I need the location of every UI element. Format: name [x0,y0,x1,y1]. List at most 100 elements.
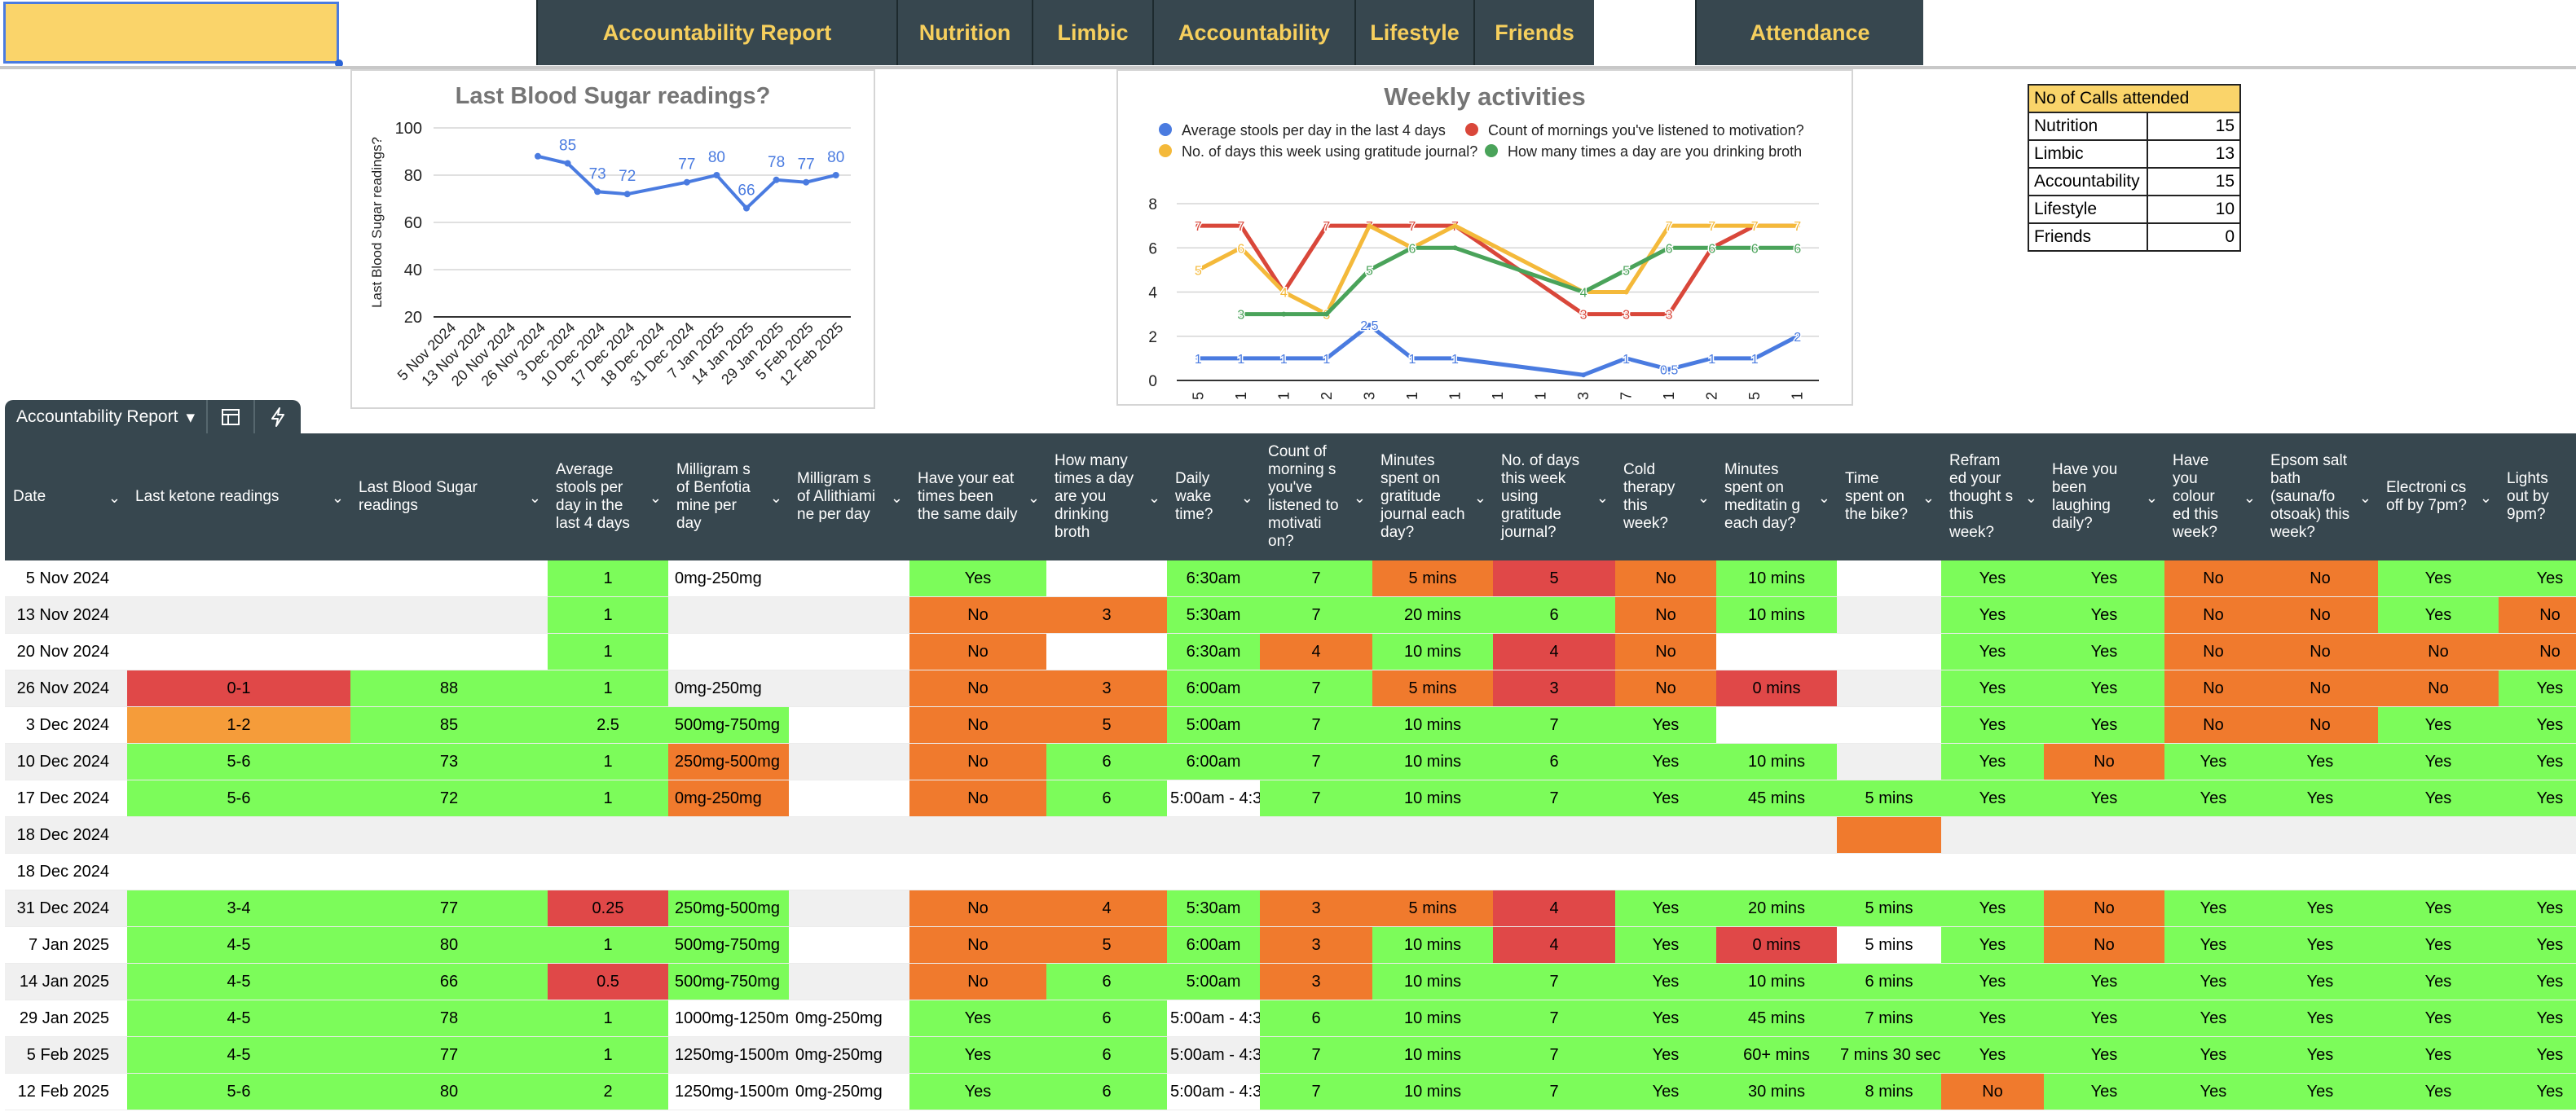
table-cell[interactable]: Yes [1941,780,2044,817]
table-cell[interactable]: Yes [2164,963,2262,1000]
table-cell[interactable]: 1 [548,743,668,780]
table-cell[interactable]: 7 [1493,1036,1615,1074]
column-header[interactable]: Count of morning s you've listened to mo… [1260,433,1372,560]
column-header[interactable]: Milligram s of Benfotia mine per day ⌄ [668,433,789,560]
table-cell[interactable]: 45 mins [1716,780,1837,817]
table-cell[interactable]: No [909,963,1046,1000]
table-cell[interactable]: 7 [1260,743,1372,780]
table-cell[interactable] [789,670,909,707]
table-cell[interactable]: Yes [1615,926,1716,964]
top-tab-friends[interactable]: Friends [1473,0,1594,65]
table-cell[interactable]: Yes [1941,890,2044,927]
table-cell[interactable]: 4-5 [127,1000,350,1037]
table-cell[interactable]: 7 mins [1837,1000,1941,1037]
table-cell[interactable]: 6 [1046,1073,1167,1110]
table-cell[interactable] [2044,853,2164,890]
table-cell[interactable] [789,816,909,854]
weekly-activities-chart[interactable]: Weekly activities Average stools per day … [1116,69,1853,406]
table-cell[interactable]: 10 mins [1372,1036,1493,1074]
table-cell[interactable]: Yes [2044,670,2164,707]
table-cell[interactable]: Yes [2378,926,2499,964]
chevron-down-icon[interactable]: ⌄ [528,490,541,506]
table-cell[interactable]: Yes [2044,560,2164,597]
table-cell[interactable]: Yes [2262,743,2378,780]
table-cell[interactable]: Yes [2499,743,2576,780]
table-cell[interactable]: 4-5 [127,963,350,1000]
table-cell[interactable] [1046,560,1167,597]
table-cell[interactable]: No [2044,743,2164,780]
column-header[interactable]: Minutes spent on meditatin g each day? ⌄ [1716,433,1837,560]
table-cell[interactable]: 20 mins [1372,596,1493,634]
table-cell[interactable]: Yes [2262,963,2378,1000]
table-cell[interactable]: 6 [1046,1036,1167,1074]
chevron-down-icon[interactable]: ⌄ [1697,490,1710,506]
column-header[interactable]: Last ketone readings ⌄ [127,433,350,560]
table-cell[interactable]: 88 [350,670,548,707]
top-tab-limbic[interactable]: Limbic [1032,0,1152,65]
table-cell[interactable] [668,853,789,890]
table-cell[interactable]: 0 mins [1716,670,1837,707]
table-cell[interactable]: 4 [1493,890,1615,927]
table-cell[interactable]: 72 [350,780,548,817]
table-cell[interactable]: No [2499,633,2576,670]
table-cell[interactable] [1372,816,1493,854]
table-cell[interactable]: 6 [1046,780,1167,817]
table-cell[interactable]: 7 [1493,706,1615,744]
table-cell[interactable]: 8 mins [1837,1073,1941,1110]
table-cell[interactable]: 250mg-500mg [668,890,789,927]
chevron-down-icon[interactable]: ⌄ [1353,490,1366,506]
table-cell[interactable] [668,633,789,670]
chevron-down-icon[interactable]: ⌄ [2479,490,2492,506]
table-cell[interactable]: No [2262,670,2378,707]
table-cell[interactable] [350,633,548,670]
table-cell[interactable] [548,853,668,890]
table-cell[interactable]: 77 [350,1036,548,1074]
table-cell[interactable]: 10 mins [1372,963,1493,1000]
table-cell[interactable]: Yes [2499,963,2576,1000]
column-header[interactable]: Refram ed your thought s this week? ⌄ [1941,433,2044,560]
table-cell[interactable]: 18 Dec 2024 [5,816,127,854]
chevron-down-icon[interactable]: ⌄ [890,490,903,506]
column-header[interactable]: Date ⌄ [5,433,127,560]
table-cell[interactable]: Yes [2044,633,2164,670]
table-cell[interactable]: Yes [2164,1000,2262,1037]
table-cell[interactable]: 5 mins [1372,670,1493,707]
table-cell[interactable]: 7 [1493,963,1615,1000]
table-cell[interactable]: Yes [2499,1073,2576,1110]
table-cell[interactable]: 0.5 [548,963,668,1000]
table-cell[interactable]: Yes [909,1073,1046,1110]
table-cell[interactable]: 1 [548,670,668,707]
table-cell[interactable]: Yes [1615,706,1716,744]
column-header[interactable]: Time spent on the bike? ⌄ [1837,433,1941,560]
table-cell[interactable] [1941,816,2044,854]
chevron-down-icon[interactable]: ⌄ [1027,490,1040,506]
table-cell[interactable] [1260,853,1372,890]
table-cell[interactable]: 3 Dec 2024 [5,706,127,744]
table-cell[interactable]: 7 mins 30 sec [1837,1036,1941,1074]
table-cell[interactable] [1167,816,1260,854]
table-cell[interactable]: Yes [2378,560,2499,597]
table-cell[interactable]: Yes [2378,743,2499,780]
table-cell[interactable] [1046,816,1167,854]
table-cell[interactable]: Yes [1941,706,2044,744]
table-cell[interactable] [789,633,909,670]
table-cell[interactable] [548,816,668,854]
table-cell[interactable]: No [2262,633,2378,670]
table-cell[interactable]: Yes [1615,780,1716,817]
column-header[interactable]: Daily wake time? ⌄ [1167,433,1260,560]
table-cell[interactable]: 1250mg-1500mg [668,1073,789,1110]
table-cell[interactable]: 5 mins [1837,780,1941,817]
table-cell[interactable]: Yes [1941,1000,2044,1037]
table-cell[interactable]: 2.5 [548,706,668,744]
chevron-down-icon[interactable]: ⌄ [2243,490,2256,506]
table-cell[interactable] [1716,816,1837,854]
table-cell[interactable]: 14 Jan 2025 [5,963,127,1000]
table-cell[interactable]: Yes [2499,1036,2576,1074]
table-cell[interactable]: 1 [548,633,668,670]
table-cell[interactable]: 1 [548,1036,668,1074]
table-cell[interactable]: 0.25 [548,890,668,927]
chevron-down-icon[interactable]: ⌄ [649,490,662,506]
table-cell[interactable]: 5:30am [1167,596,1260,634]
table-cell[interactable]: 18 Dec 2024 [5,853,127,890]
table-cell[interactable]: 73 [350,743,548,780]
